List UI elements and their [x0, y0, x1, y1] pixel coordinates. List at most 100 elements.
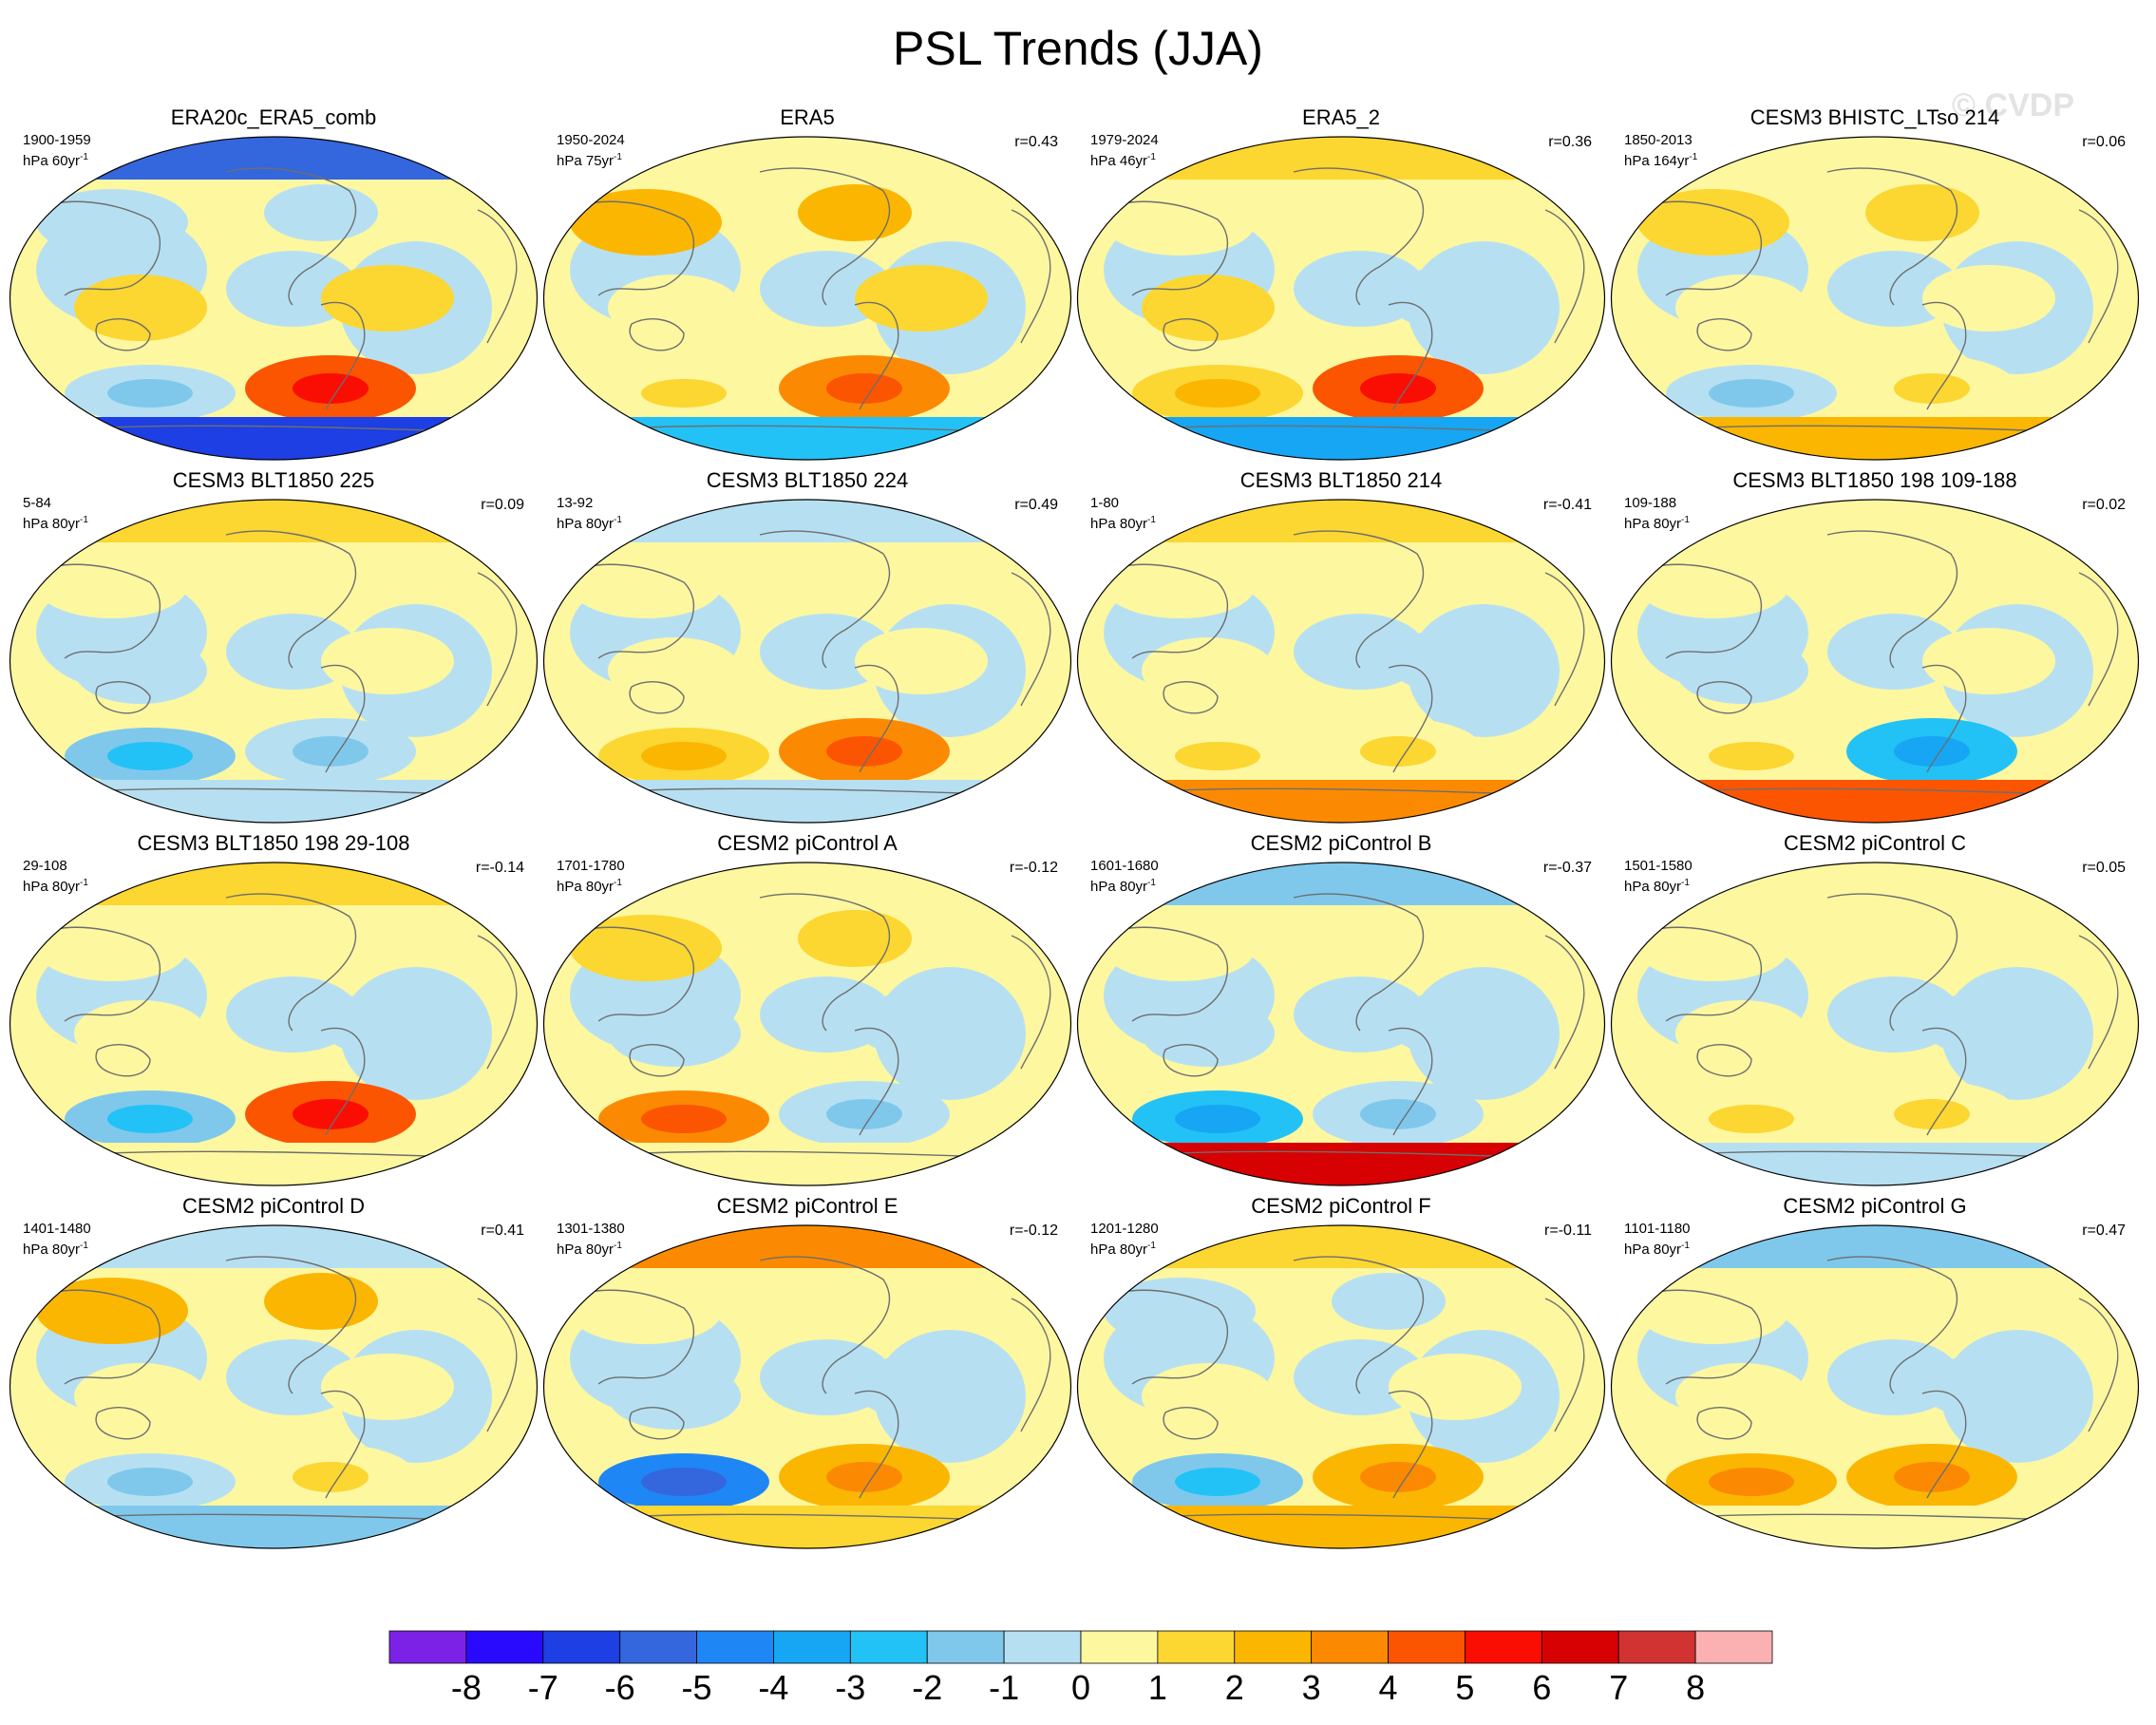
sh-midlatitude-core	[641, 1105, 727, 1133]
tropical-trend	[1389, 628, 1522, 694]
coastline	[2078, 1298, 2119, 1432]
colorbar-swatch	[1234, 1630, 1313, 1664]
panel-years: 1950-2024	[557, 132, 625, 148]
antarctic-trend	[9, 1143, 538, 1185]
nh-midlatitude-trend	[1637, 1278, 1789, 1344]
tropical-trend	[74, 1363, 207, 1430]
panel-units: hPa 80yr-1	[1090, 878, 1156, 895]
panel-years: 1201-1280	[1090, 1221, 1159, 1237]
sh-midlatitude-core	[1175, 742, 1260, 770]
sh-midlatitude-core	[107, 742, 193, 770]
sh-midlatitude-core	[1175, 379, 1260, 408]
sh-midlatitude-core	[1709, 379, 1794, 408]
sh-midlatitude-core	[1894, 373, 1970, 404]
nh-midlatitude-trend	[1637, 189, 1789, 256]
panel-title: CESM3 BLT1850 225	[172, 468, 375, 492]
robinson-map	[1610, 499, 2140, 824]
nh-midlatitude-trend	[1332, 547, 1446, 604]
nh-midlatitude-trend	[264, 1273, 378, 1330]
map-outline	[1610, 1224, 2140, 1549]
colorbar-swatch	[1003, 1630, 1082, 1664]
coastline	[35, 563, 161, 659]
tropical-trend	[855, 1354, 988, 1420]
coastline	[1388, 664, 1433, 773]
colorbar-tick-label: 8	[1686, 1668, 1705, 1707]
nh-midlatitude-trend	[1865, 547, 1979, 604]
arctic-trend	[1077, 137, 1605, 180]
colorbar-swatch	[696, 1630, 774, 1664]
antarctic-trend	[1077, 417, 1605, 460]
map-panel: CESM2 piControl B 1601-1680 hPa 80yr-1 r=-0…	[1075, 831, 1607, 1192]
robinson-map	[1610, 136, 2140, 461]
figure-title: PSL Trends (JJA)	[893, 22, 1263, 75]
colorbar-swatch	[1465, 1630, 1542, 1664]
panel-units: hPa 75yr-1	[557, 152, 622, 169]
coastline	[35, 1289, 161, 1385]
panel-units: hPa 164yr-1	[1624, 152, 1698, 169]
coastline	[1011, 572, 1051, 707]
coastline	[225, 893, 356, 1032]
panel-years: 1850-2013	[1624, 132, 1693, 148]
sh-midlatitude-core	[1894, 736, 1970, 767]
map-outline	[9, 136, 539, 461]
panel-title: ERA5_2	[1302, 105, 1380, 129]
tropical-trend	[855, 265, 988, 332]
map-panel: ERA20c_ERA5_comb 1900-1959 hPa 60yr-1	[8, 105, 539, 466]
colorbar-tick-label: -8	[451, 1668, 482, 1707]
tropical-trend	[608, 1363, 741, 1430]
arctic-trend	[543, 1225, 1071, 1268]
coastline	[1163, 1044, 1219, 1077]
arctic-trend	[9, 500, 538, 542]
panel-units: hPa 80yr-1	[1090, 1241, 1156, 1258]
map-outline	[9, 499, 539, 824]
coastline	[1826, 893, 1957, 1032]
panel-correlation: r=0.43	[1014, 134, 1058, 150]
nh-midlatitude-trend	[1865, 1273, 1979, 1330]
panel-years: 1501-1580	[1624, 858, 1693, 874]
coastline	[35, 200, 161, 296]
panel-units: hPa 80yr-1	[557, 1241, 622, 1258]
coastline	[1011, 1298, 1051, 1432]
arctic-trend	[543, 862, 1071, 905]
arctic-trend	[1611, 137, 2139, 180]
panel-correlation: r=-0.12	[1009, 860, 1058, 876]
sh-midlatitude-core	[1175, 1468, 1260, 1496]
panel-years: 1979-2024	[1090, 132, 1159, 148]
arctic-trend	[1077, 1225, 1605, 1268]
coastline	[569, 1289, 694, 1385]
panel-units: hPa 80yr-1	[1624, 878, 1690, 895]
coastline	[854, 1390, 899, 1499]
nh-midlatitude-trend	[1332, 910, 1446, 967]
map-outline	[1610, 499, 2140, 824]
panel-years: 109-188	[1624, 495, 1677, 511]
sh-midlatitude-core	[826, 1099, 902, 1129]
panel-units: hPa 80yr-1	[1624, 515, 1690, 532]
coastline	[225, 167, 356, 306]
colorbar-swatch	[542, 1630, 621, 1664]
coastline	[1544, 1298, 1585, 1432]
coastline	[95, 318, 151, 351]
coastline	[225, 1256, 356, 1394]
panel-correlation: r=0.41	[481, 1223, 524, 1239]
nh-midlatitude-trend	[1104, 189, 1256, 256]
nh-midlatitude-trend	[36, 189, 188, 256]
colorbar-tick-label: 2	[1225, 1668, 1244, 1707]
map-panel: CESM3 BLT1850 198 29-108 29-108 hPa 80yr-1…	[8, 831, 539, 1192]
sh-midlatitude-core	[1709, 742, 1794, 770]
map-panel: CESM3 BLT1850 214 1-80 hPa 80yr-1 r=-0.41	[1075, 468, 1607, 829]
coastline	[1011, 935, 1051, 1070]
nh-midlatitude-trend	[570, 189, 722, 256]
nh-midlatitude-trend	[36, 1278, 188, 1344]
panel-correlation: r=0.49	[1014, 497, 1058, 513]
colorbar-swatch	[388, 1630, 467, 1664]
tropical-trend	[1922, 991, 2055, 1057]
tropical-trend	[608, 1000, 741, 1067]
coastline	[477, 1298, 518, 1432]
panel-title: CESM2 piControl F	[1251, 1194, 1431, 1218]
tropical-trend	[74, 275, 207, 341]
coastline	[1696, 1407, 1752, 1440]
panel-years: 1601-1680	[1090, 858, 1159, 874]
sh-midlatitude-core	[1360, 1099, 1436, 1129]
tropical-trend	[1389, 991, 1522, 1057]
panel-correlation: r=-0.41	[1542, 497, 1592, 513]
